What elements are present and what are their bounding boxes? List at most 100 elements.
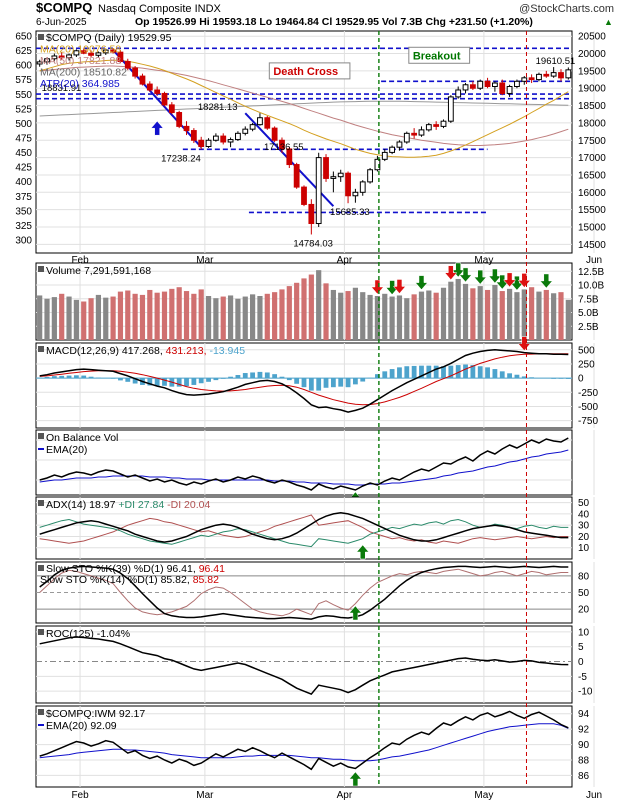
macd-histogram-bar bbox=[286, 378, 292, 381]
macd-histogram-bar bbox=[441, 366, 446, 379]
volume-legend: Volume 7,291,591,168 bbox=[46, 265, 151, 277]
obv-legend: On Balance Vol bbox=[46, 432, 118, 444]
price-up-arrow-icon bbox=[150, 120, 164, 136]
macd-histogram-bar bbox=[411, 365, 417, 379]
change-up-icon: ▲ bbox=[604, 17, 613, 27]
volume-bar bbox=[418, 291, 425, 340]
candle-body bbox=[514, 80, 520, 87]
candle-body bbox=[359, 181, 366, 193]
price-left-tick: 400 bbox=[15, 177, 32, 188]
volume-red-arrow-icon bbox=[444, 265, 458, 281]
x-month-label-bottom: Jun bbox=[586, 790, 602, 800]
candle-body bbox=[198, 139, 205, 148]
candle-body bbox=[36, 61, 43, 65]
candle-body bbox=[506, 86, 513, 94]
candle-body bbox=[315, 157, 322, 225]
macd-histogram-bar bbox=[66, 375, 72, 379]
stoch14-legend-part-0: Slow STO %K(14) %D(1) 85.82, bbox=[40, 574, 193, 586]
volume-bar bbox=[374, 296, 381, 340]
macd-histogram-bar bbox=[88, 376, 94, 379]
price-left-tick: 600 bbox=[15, 61, 32, 72]
volume-bar bbox=[147, 289, 153, 340]
volume-red-arrow-icon bbox=[503, 272, 517, 288]
obv-ema-legend: EMA(20) bbox=[46, 444, 87, 456]
panel-marker-icon bbox=[38, 565, 44, 571]
candle-body bbox=[528, 77, 535, 81]
price-annotation: 17136.55 bbox=[264, 142, 304, 153]
volume-bar bbox=[117, 291, 124, 340]
volume-bar bbox=[95, 294, 102, 340]
price-legend-item: MA(20) 19076.58 bbox=[40, 44, 121, 56]
candle-body bbox=[462, 84, 469, 91]
price-right-tick: 18500 bbox=[578, 101, 606, 112]
macd-red-arrow-icon bbox=[517, 336, 531, 352]
x-month-label-bottom: Feb bbox=[71, 790, 89, 800]
macd-legend-part-1: 431.213, bbox=[166, 345, 210, 357]
macd-histogram-bar bbox=[477, 366, 483, 379]
candle-body bbox=[323, 157, 329, 179]
macd-histogram-bar bbox=[330, 378, 336, 388]
macd-histogram-bar bbox=[316, 378, 322, 391]
volume-bar bbox=[139, 294, 146, 340]
price-right-tick: 17500 bbox=[578, 136, 606, 147]
volume-bar bbox=[470, 288, 476, 340]
price-legend-item: MA(50) 17821.88 bbox=[40, 55, 121, 67]
obv-panel-frame bbox=[35, 429, 573, 496]
macd-signal-line bbox=[39, 353, 569, 406]
chart-symbol: $COMPQ bbox=[36, 0, 92, 15]
candle-body bbox=[264, 117, 271, 129]
candle-body bbox=[301, 186, 307, 205]
macd-histogram-bar bbox=[448, 365, 454, 379]
macd-histogram-bar bbox=[257, 371, 263, 379]
x-month-label: Feb bbox=[71, 255, 89, 266]
candle-body bbox=[455, 89, 462, 98]
ratio-tick: 88 bbox=[578, 756, 590, 767]
macd-histogram-bar bbox=[206, 378, 211, 382]
price-annotation: 18831.91 bbox=[42, 83, 82, 94]
volume-red-arrow-icon bbox=[392, 279, 406, 294]
candle-body bbox=[154, 89, 161, 94]
macd-histogram-bar bbox=[147, 378, 153, 386]
volume-tick: 5.0B bbox=[578, 308, 599, 319]
panels: 2050020000195001900018500180001750017000… bbox=[15, 30, 606, 800]
macd-histogram-bar bbox=[44, 377, 50, 379]
ratio-ema-legend: EMA(20) 92.09 bbox=[46, 720, 117, 732]
macd-histogram-bar bbox=[272, 374, 278, 379]
stoch-slow14-line bbox=[39, 568, 569, 617]
macd-histogram-bar bbox=[338, 378, 344, 387]
x-month-label: Apr bbox=[337, 255, 353, 266]
volume-bar bbox=[44, 298, 50, 340]
candle-body bbox=[367, 169, 373, 183]
volume-green-arrow-icon bbox=[458, 267, 473, 283]
macd-histogram-bar bbox=[470, 365, 476, 379]
x-month-label-bottom: Mar bbox=[196, 790, 214, 800]
volume-bar bbox=[279, 289, 285, 340]
panel-marker-icon bbox=[38, 266, 44, 272]
volume-bar bbox=[191, 293, 197, 340]
price-left-tick: 525 bbox=[15, 104, 32, 115]
price-annotation: 17238.24 bbox=[161, 153, 201, 164]
x-month-label-bottom: Apr bbox=[337, 790, 353, 800]
roc-tick: 5 bbox=[578, 642, 584, 653]
adx-tick: 20 bbox=[578, 532, 590, 543]
roc-tick: 10 bbox=[578, 627, 590, 638]
stoch-slow39-line bbox=[39, 565, 569, 620]
chart-date: 6-Jun-2025 bbox=[36, 17, 87, 28]
macd-histogram-bar bbox=[463, 364, 468, 379]
candle-body bbox=[308, 203, 315, 225]
macd-histogram-bar bbox=[250, 372, 256, 379]
macd-histogram-bar bbox=[492, 369, 498, 379]
volume-bar bbox=[294, 282, 300, 340]
adx-legend-part-0: ADX(14) 18.97 bbox=[46, 499, 118, 511]
macd-histogram-bar bbox=[308, 378, 314, 391]
price-left-tick: 550 bbox=[15, 90, 32, 101]
volume-bar bbox=[169, 288, 175, 340]
obv-ema-line bbox=[39, 449, 569, 486]
candle-body bbox=[73, 50, 80, 56]
price-left-tick: 425 bbox=[15, 163, 32, 174]
panel-marker-icon bbox=[38, 34, 44, 40]
volume-bar bbox=[433, 292, 439, 340]
candle-body bbox=[279, 139, 285, 150]
roc-legend: ROC(125) -1.04% bbox=[46, 628, 130, 640]
volume-bar bbox=[352, 287, 358, 340]
